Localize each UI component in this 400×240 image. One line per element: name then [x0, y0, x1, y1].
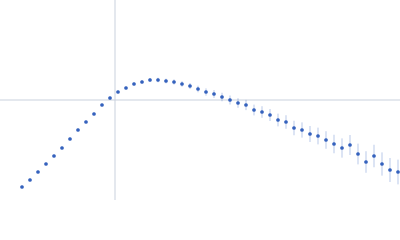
- point: [308, 132, 312, 136]
- point: [244, 103, 248, 107]
- chart: [0, 0, 400, 200]
- point: [364, 160, 368, 164]
- point: [28, 178, 32, 182]
- point: [140, 80, 144, 84]
- point: [52, 154, 56, 158]
- point: [156, 78, 160, 82]
- point: [132, 82, 136, 86]
- point: [20, 185, 24, 189]
- point: [196, 87, 200, 91]
- point: [68, 137, 72, 141]
- point: [260, 110, 264, 114]
- point: [204, 90, 208, 94]
- point: [100, 103, 104, 107]
- point: [212, 92, 216, 96]
- point: [84, 120, 88, 124]
- point: [172, 80, 176, 84]
- point: [228, 98, 232, 102]
- point: [164, 79, 168, 83]
- point: [388, 168, 392, 172]
- point: [292, 126, 296, 130]
- point: [340, 146, 344, 150]
- point: [108, 96, 112, 100]
- point: [396, 170, 400, 174]
- point: [124, 86, 128, 90]
- point: [284, 120, 288, 124]
- point: [148, 78, 152, 82]
- point: [372, 154, 376, 158]
- point: [268, 113, 272, 117]
- point: [356, 152, 360, 156]
- point: [316, 134, 320, 138]
- point: [36, 170, 40, 174]
- point: [380, 162, 384, 166]
- point: [300, 128, 304, 132]
- point: [324, 138, 328, 142]
- point: [92, 112, 96, 116]
- point: [60, 146, 64, 150]
- point: [44, 162, 48, 166]
- point: [116, 90, 120, 94]
- point: [188, 84, 192, 88]
- point: [76, 128, 80, 132]
- point: [180, 82, 184, 86]
- point: [236, 101, 240, 105]
- point: [252, 108, 256, 112]
- point: [220, 95, 224, 99]
- point: [276, 118, 280, 122]
- point: [348, 143, 352, 147]
- point: [332, 142, 336, 146]
